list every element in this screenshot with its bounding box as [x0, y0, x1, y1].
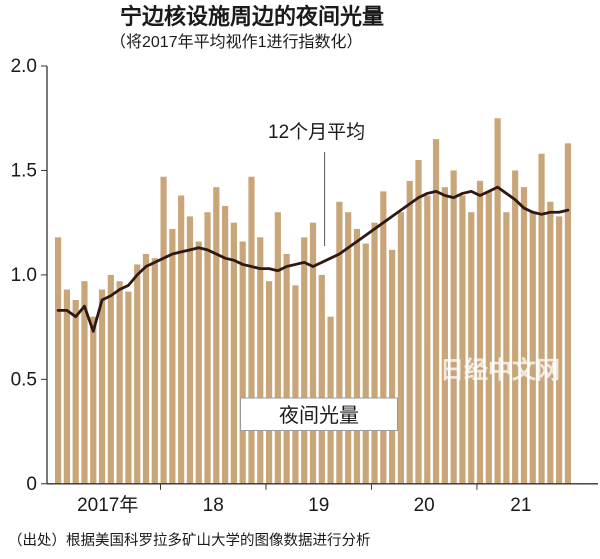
svg-text:0: 0: [26, 474, 37, 495]
svg-text:夜间光量: 夜间光量: [279, 404, 359, 427]
svg-text:2.0: 2.0: [11, 56, 37, 77]
svg-text:2017年: 2017年: [77, 494, 138, 516]
svg-text:日经中文网: 日经中文网: [440, 356, 560, 384]
svg-text:12个月平均: 12个月平均: [268, 121, 365, 143]
svg-text:1.0: 1.0: [11, 265, 37, 286]
svg-text:19: 19: [308, 495, 329, 516]
svg-text:宁边核设施周边的夜间光量: 宁边核设施周边的夜间光量: [120, 4, 384, 29]
svg-text:0.5: 0.5: [11, 369, 37, 390]
svg-text:1.5: 1.5: [11, 160, 37, 181]
svg-text:（出处）根据美国科罗拉多矿山大学的图像数据进行分析: （出处）根据美国科罗拉多矿山大学的图像数据进行分析: [8, 532, 371, 549]
svg-text:20: 20: [414, 495, 435, 516]
svg-text:18: 18: [203, 495, 224, 516]
svg-text:21: 21: [510, 495, 531, 516]
svg-text:（将2017年平均视作1进行指数化）: （将2017年平均视作1进行指数化）: [110, 33, 363, 51]
